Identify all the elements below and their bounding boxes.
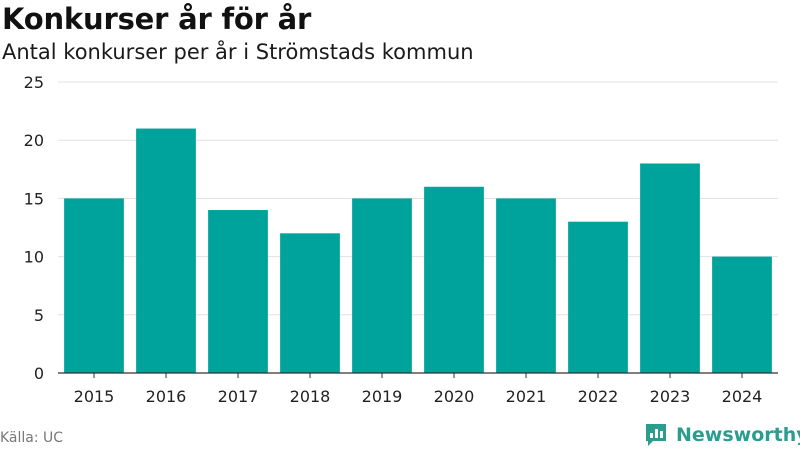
x-tick-label: 2016 (146, 387, 187, 406)
y-tick-label: 15 (24, 189, 44, 208)
brand-name: Newsworthy (676, 424, 800, 446)
x-tick-label: 2017 (218, 387, 259, 406)
x-tick-label: 2021 (506, 387, 547, 406)
bar (712, 256, 772, 373)
bar (424, 186, 484, 373)
x-tick-label: 2020 (434, 387, 475, 406)
y-tick-label: 25 (24, 73, 44, 92)
chart-title: Konkurser år för år (2, 2, 312, 36)
x-tick-label: 2018 (290, 387, 331, 406)
bar (568, 221, 628, 373)
bar (64, 198, 124, 373)
x-tick-label: 2024 (722, 387, 763, 406)
x-tick-label: 2019 (362, 387, 403, 406)
newsworthy-logo: Newsworthy (644, 420, 800, 450)
y-tick-label: 5 (34, 306, 44, 325)
bar (496, 198, 556, 373)
bar (208, 210, 268, 373)
chart-subtitle: Antal konkurser per år i Strömstads komm… (2, 40, 474, 64)
y-tick-label: 10 (24, 248, 44, 267)
y-tick-label: 20 (24, 131, 44, 150)
x-tick-label: 2022 (578, 387, 619, 406)
y-tick-label: 0 (34, 364, 44, 383)
x-tick-label: 2023 (650, 387, 691, 406)
bar (280, 233, 340, 373)
x-tick-label: 2015 (74, 387, 115, 406)
bar (352, 198, 412, 373)
newsworthy-logo-icon (646, 424, 666, 446)
bar (136, 128, 196, 373)
bar (640, 163, 700, 373)
source-note: Källa: UC (0, 430, 64, 446)
bar-chart: 0 5 10 15 20 25 2015 2016 2017 2018 2019 2020 2021 20… (24, 73, 778, 406)
